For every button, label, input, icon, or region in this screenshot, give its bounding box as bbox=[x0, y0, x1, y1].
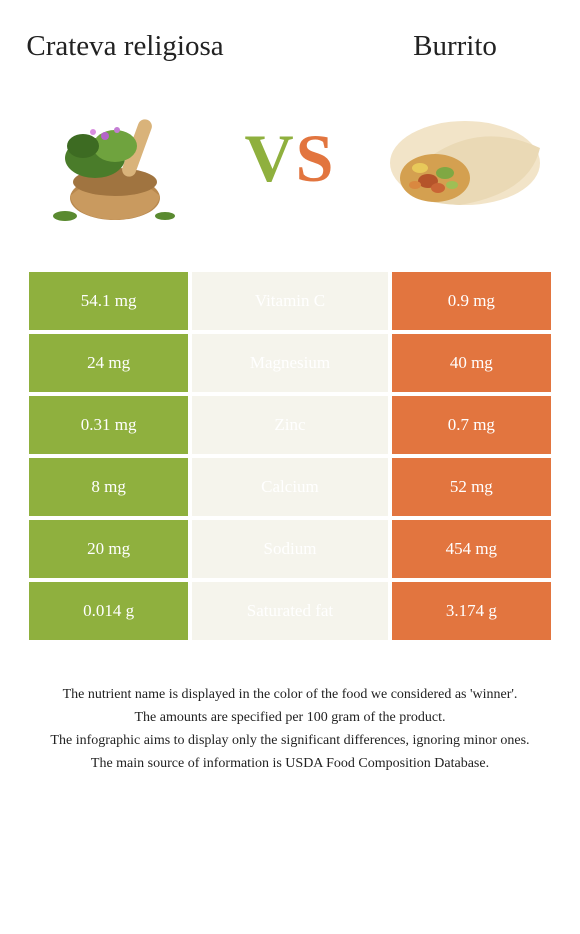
right-food-image bbox=[375, 83, 555, 233]
left-value-cell: 20 mg bbox=[29, 520, 188, 578]
nutrient-label-cell: Calcium bbox=[192, 458, 387, 516]
left-value-cell: 8 mg bbox=[29, 458, 188, 516]
left-value-cell: 54.1 mg bbox=[29, 272, 188, 330]
left-value-cell: 0.31 mg bbox=[29, 396, 188, 454]
left-value-cell: 0.014 g bbox=[29, 582, 188, 640]
right-food-title: Burrito bbox=[355, 30, 555, 63]
footnote-line: The nutrient name is displayed in the co… bbox=[35, 684, 545, 705]
table-row: 0.014 gSaturated fat3.174 g bbox=[29, 582, 551, 640]
nutrient-label-cell: Saturated fat bbox=[192, 582, 387, 640]
footnotes: The nutrient name is displayed in the co… bbox=[25, 684, 555, 774]
table-row: 20 mgSodium454 mg bbox=[29, 520, 551, 578]
table-row: 54.1 mgVitamin C0.9 mg bbox=[29, 272, 551, 330]
left-food-image bbox=[25, 83, 205, 233]
images-row: VS bbox=[25, 78, 555, 238]
infographic-container: Crateva religiosa Burrito VS bbox=[0, 0, 580, 796]
footnote-line: The infographic aims to display only the… bbox=[35, 730, 545, 751]
vs-s-letter: S bbox=[296, 120, 336, 196]
right-value-cell: 3.174 g bbox=[392, 582, 551, 640]
vs-label: VS bbox=[245, 119, 336, 198]
table-row: 0.31 mgZinc0.7 mg bbox=[29, 396, 551, 454]
nutrient-table: 54.1 mgVitamin C0.9 mg24 mgMagnesium40 m… bbox=[25, 268, 555, 644]
right-value-cell: 0.7 mg bbox=[392, 396, 551, 454]
vs-v-letter: V bbox=[245, 120, 296, 196]
nutrient-label-cell: Sodium bbox=[192, 520, 387, 578]
titles-row: Crateva religiosa Burrito bbox=[25, 30, 555, 63]
right-value-cell: 52 mg bbox=[392, 458, 551, 516]
right-value-cell: 0.9 mg bbox=[392, 272, 551, 330]
nutrient-label-cell: Magnesium bbox=[192, 334, 387, 392]
left-value-cell: 24 mg bbox=[29, 334, 188, 392]
nutrient-label-cell: Zinc bbox=[192, 396, 387, 454]
table-row: 8 mgCalcium52 mg bbox=[29, 458, 551, 516]
footnote-line: The amounts are specified per 100 gram o… bbox=[35, 707, 545, 728]
right-value-cell: 454 mg bbox=[392, 520, 551, 578]
footnote-line: The main source of information is USDA F… bbox=[35, 753, 545, 774]
table-row: 24 mgMagnesium40 mg bbox=[29, 334, 551, 392]
right-value-cell: 40 mg bbox=[392, 334, 551, 392]
left-food-title: Crateva religiosa bbox=[25, 30, 225, 63]
nutrient-label-cell: Vitamin C bbox=[192, 272, 387, 330]
